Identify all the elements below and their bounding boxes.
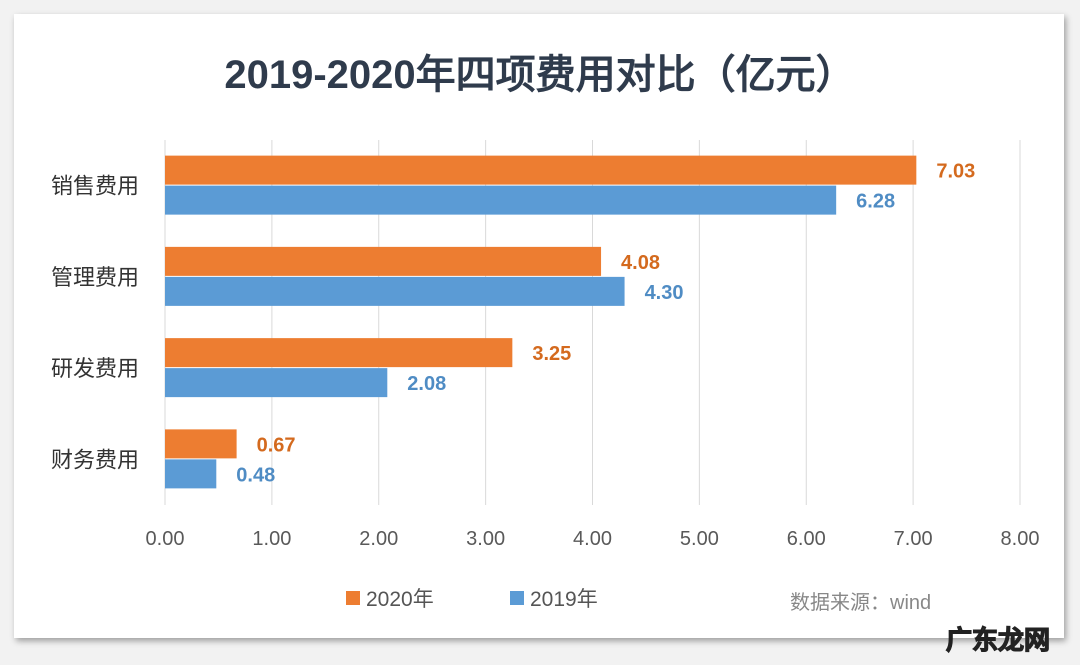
data-label: 0.67: [257, 434, 296, 456]
category-label: 财务费用: [51, 448, 139, 473]
legend-swatch-2019: [510, 591, 524, 605]
bar-2020: [165, 429, 237, 459]
legend-item-2020: 2020年: [346, 583, 434, 613]
x-tick-label: 2.00: [359, 528, 398, 550]
data-label: 4.30: [645, 282, 684, 304]
category-label: 销售费用: [51, 175, 139, 200]
x-tick-label: 7.00: [894, 528, 933, 550]
legend-label-2019: 2019年: [530, 588, 598, 611]
bar-2020: [165, 338, 513, 368]
legend-label-2020: 2020年: [366, 588, 434, 611]
x-tick-label: 3.00: [466, 528, 505, 550]
category-label: 研发费用: [51, 357, 139, 382]
chart-card: [14, 14, 1064, 638]
bar-2019: [165, 459, 217, 489]
bar-2020: [165, 246, 602, 276]
x-tick-label: 1.00: [252, 528, 291, 550]
x-tick-label: 8.00: [1001, 528, 1040, 550]
data-label: 6.28: [856, 191, 895, 213]
x-tick-label: 0.00: [146, 528, 185, 550]
bar-2019: [165, 185, 837, 215]
legend-swatch-2020: [346, 591, 360, 605]
category-label: 管理费用: [51, 266, 139, 291]
x-tick-label: 4.00: [573, 528, 612, 550]
x-tick-label: 5.00: [680, 528, 719, 550]
data-label: 4.08: [621, 252, 660, 274]
data-label: 0.48: [236, 464, 275, 486]
x-tick-label: 6.00: [787, 528, 826, 550]
bar-2020: [165, 155, 917, 185]
chart-title: 2019-2020年四项费用对比（亿元）: [224, 53, 856, 97]
bar-2019: [165, 276, 625, 306]
legend-item-2019: 2019年: [510, 583, 598, 613]
watermark: 广东龙网: [945, 624, 1051, 655]
data-label: 7.03: [936, 161, 975, 183]
data-source: 数据来源：wind: [790, 592, 932, 614]
data-label: 3.25: [532, 343, 571, 365]
bar-2019: [165, 368, 388, 398]
data-label: 2.08: [407, 373, 446, 395]
